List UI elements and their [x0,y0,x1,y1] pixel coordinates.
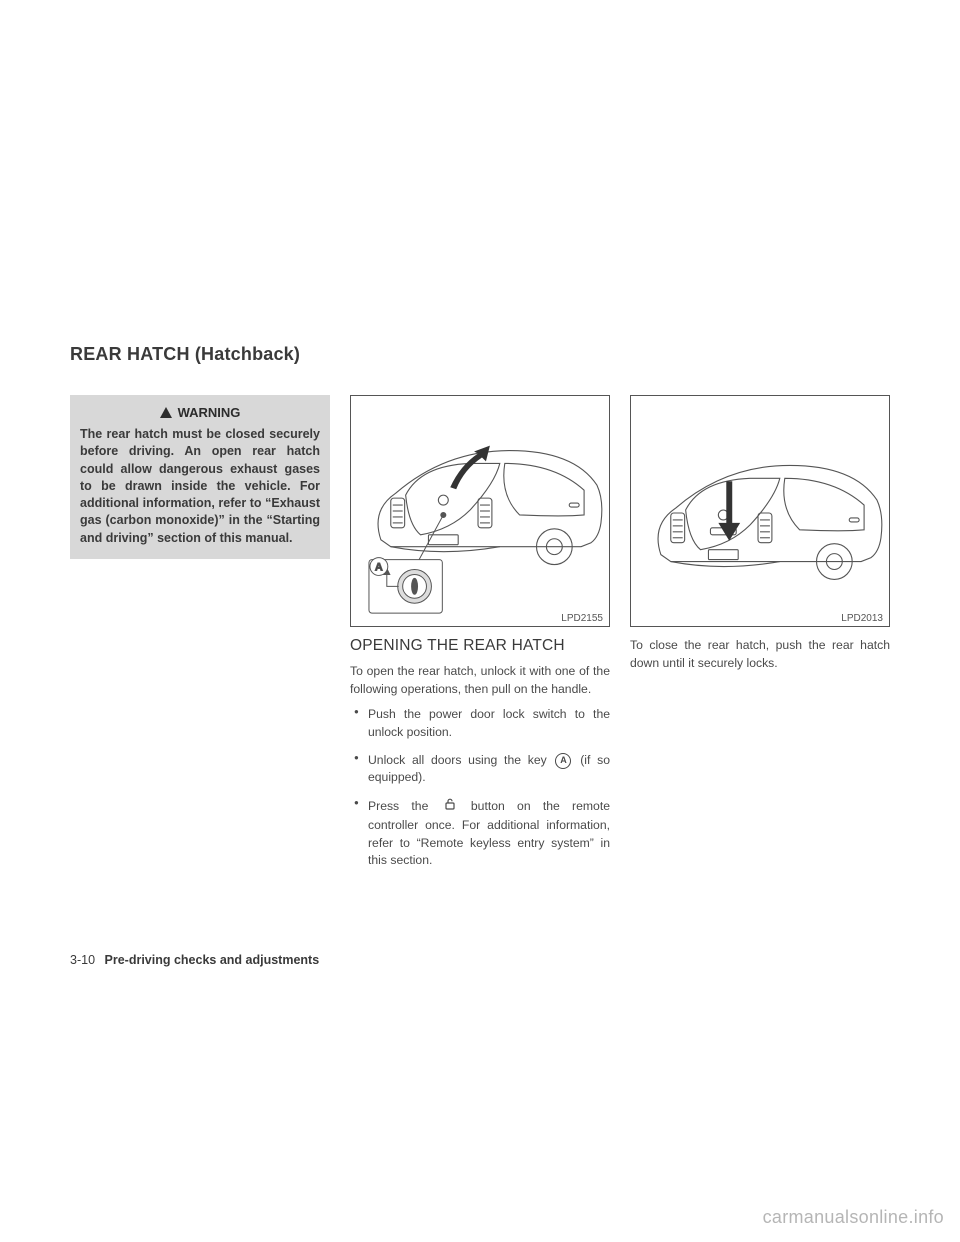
svg-text:A: A [375,561,383,573]
circled-a-icon: A [555,753,571,769]
bullet-text: Push the power door lock switch to the u… [368,707,610,739]
car-close-illustration [631,396,889,626]
manual-page: REAR HATCH (Hatchback) WARNING The rear … [0,0,960,1242]
warning-body-text: The rear hatch must be closed securely b… [80,426,320,547]
opening-steps-list: Push the power door lock switch to the u… [350,706,610,870]
figure-close-hatch: LPD2013 [630,395,890,627]
page-footer: 3-10 Pre-driving checks and adjustments [70,953,319,967]
column-2: A LPD2155 OPENING THE REAR HATCH To open… [350,395,610,880]
three-column-layout: WARNING The rear hatch must be closed se… [70,395,890,880]
watermark-text: carmanualsonline.info [763,1207,944,1228]
section-title: REAR HATCH (Hatchback) [70,344,300,365]
page-number: 3-10 [70,953,95,967]
closing-text: To close the rear hatch, push the rear h… [630,637,890,672]
figure-id-1: LPD2155 [559,613,605,624]
footer-section-name: Pre-driving checks and adjustments [105,953,320,967]
warning-header: WARNING [80,405,320,420]
unlock-icon [443,797,457,817]
bullet-remote-unlock: Press the button on the remote controlle… [350,797,610,870]
bullet-text-pre: Unlock all doors using the key [368,753,553,767]
opening-rear-hatch-heading: OPENING THE REAR HATCH [350,637,610,655]
opening-intro-text: To open the rear hatch, unlock it with o… [350,663,610,698]
column-1: WARNING The rear hatch must be closed se… [70,395,330,880]
column-3: LPD2013 To close the rear hatch, push th… [630,395,890,880]
bullet-key-unlock: Unlock all doors using the key A (if so … [350,752,610,787]
figure-id-2: LPD2013 [839,613,885,624]
car-open-illustration: A [351,396,609,626]
warning-box: WARNING The rear hatch must be closed se… [70,395,330,559]
warning-label: WARNING [178,405,241,420]
bullet-power-lock: Push the power door lock switch to the u… [350,706,610,741]
figure-open-hatch: A LPD2155 [350,395,610,627]
bullet-text-pre: Press the [368,799,441,813]
warning-triangle-icon [160,407,172,418]
